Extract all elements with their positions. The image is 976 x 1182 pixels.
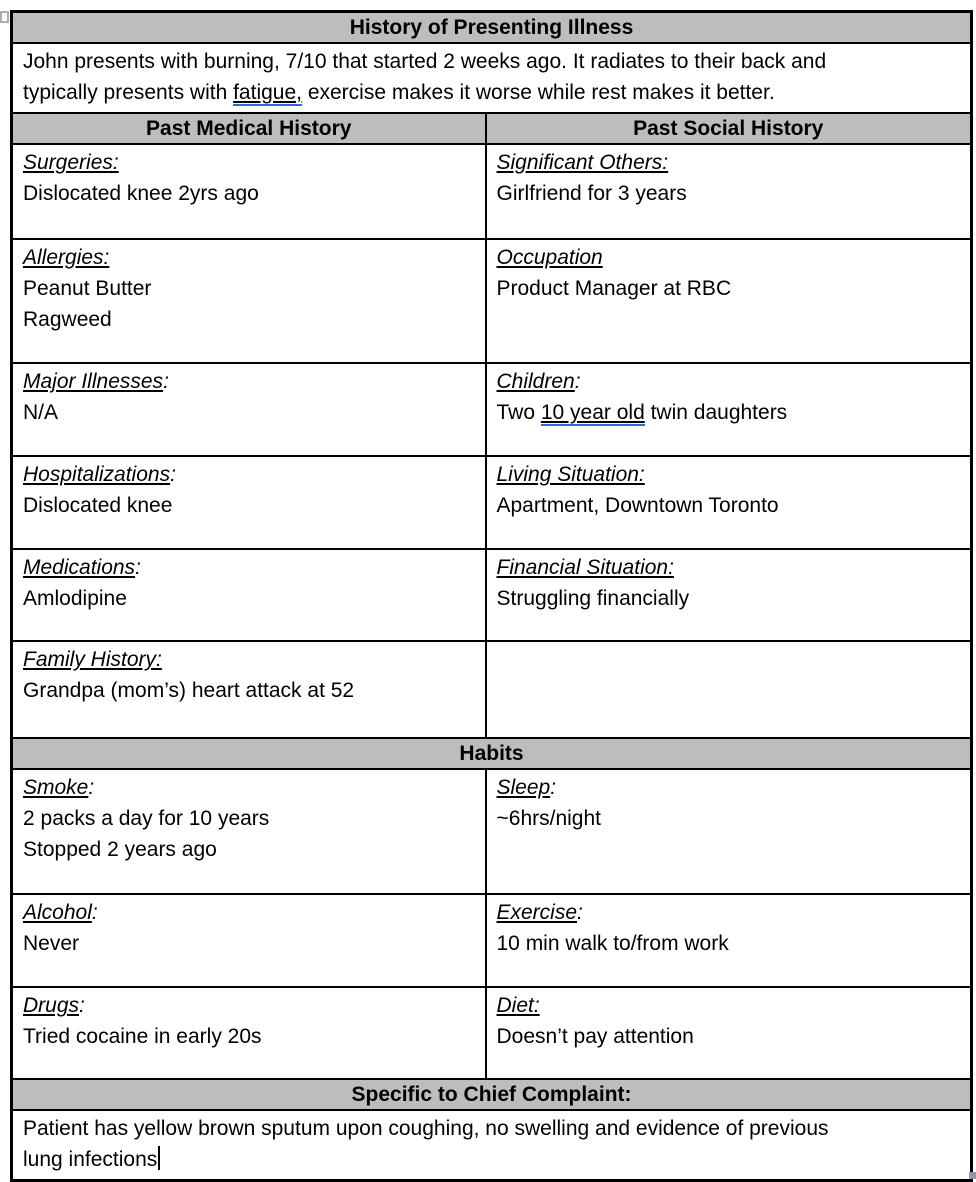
hpi-section-header[interactable]: History of Presenting Illness [10, 10, 973, 44]
hpi-text-line2: typically presents with fatigue, exercis… [23, 81, 775, 106]
table-row: Specific to Chief Complaint: [10, 1078, 973, 1111]
chief-complaint-line2: lung infections [23, 1144, 960, 1175]
right-field-cell[interactable]: Diet: Doesn’t pay attention [484, 986, 973, 1080]
field-label: Occupation [496, 246, 603, 269]
field-label: Smoke: [23, 776, 95, 799]
right-field-cell[interactable]: Exercise: 10 min walk to/from work [484, 893, 973, 988]
table-row: History of Presenting Illness [10, 10, 973, 44]
field-value: Grandpa (mom’s) heart attack at 52 [23, 679, 355, 702]
left-field-cell[interactable]: Medications: Amlodipine [10, 548, 487, 642]
table-row: Smoke: 2 packs a day for 10 years Stopped … [10, 768, 973, 895]
left-field-cell[interactable]: Major Illnesses: N/A [10, 362, 487, 457]
table-row: Alcohol: Never Exercise: 10 min walk to/fro… [10, 893, 973, 988]
hpi-text-cell[interactable]: John presents with burning, 7/10 that st… [10, 42, 973, 114]
table-row: John presents with burning, 7/10 that st… [10, 42, 973, 114]
medical-history-table: History of Presenting Illness John prese… [10, 10, 974, 1182]
field-value: N/A [23, 401, 59, 424]
table-row: Hospitalizations: Dislocated knee Living S… [10, 455, 973, 550]
left-field-cell[interactable]: Surgeries: Dislocated knee 2yrs ago [10, 143, 487, 240]
field-label: Medications: [23, 556, 141, 579]
past-medical-history-header[interactable]: Past Medical History [10, 112, 487, 145]
field-value: Dislocated knee [23, 494, 173, 517]
field-value: Tried cocaine in early 20s [23, 1025, 262, 1048]
field-value: Girlfriend for 3 years [496, 182, 687, 205]
right-field-cell[interactable]: Financial Situation: Struggling financial… [484, 548, 973, 642]
field-label: Hospitalizations: [23, 463, 176, 486]
table-row: Patient has yellow brown sputum upon cou… [10, 1109, 973, 1182]
field-value: Doesn’t pay attention [496, 1025, 694, 1048]
past-social-history-header[interactable]: Past Social History [484, 112, 973, 145]
field-label: Diet: [496, 994, 540, 1017]
field-label: Exercise: [496, 901, 583, 924]
right-field-cell[interactable]: Living Situation: Apartment, Downtown Tor… [484, 455, 973, 550]
chief-complaint-section-header[interactable]: Specific to Chief Complaint: [10, 1078, 973, 1111]
table-row: Surgeries: Dislocated knee 2yrs ago Signif… [10, 143, 973, 240]
field-label: Sleep: [496, 776, 557, 799]
grammar-flagged-text: 10 year old [540, 401, 645, 426]
text-cursor [158, 1146, 161, 1170]
field-label: Significant Others: [496, 151, 669, 174]
left-field-cell[interactable]: Family History: Grandpa (mom’s) heart att… [10, 640, 487, 739]
field-value: Apartment, Downtown Toronto [496, 494, 779, 517]
chief-complaint-line1: Patient has yellow brown sputum upon cou… [23, 1117, 829, 1140]
field-label: Major Illnesses: [23, 370, 169, 393]
left-field-cell[interactable]: Allergies: Peanut Butter Ragweed [10, 238, 487, 364]
table-row: Past Medical History Past Social History [10, 112, 973, 145]
field-label: Alcohol: [23, 901, 98, 924]
table-row: Family History: Grandpa (mom’s) heart att… [10, 640, 973, 739]
right-field-cell[interactable] [484, 640, 973, 739]
grammar-flagged-text: fatigue, [233, 81, 302, 106]
field-label: Drugs: [23, 994, 85, 1017]
window-corner-artifact [0, 11, 9, 23]
field-value: 10 min walk to/from work [496, 932, 729, 955]
right-field-cell[interactable]: Significant Others: Girlfriend for 3 year… [484, 143, 973, 240]
field-label: Family History: [23, 648, 162, 671]
field-value: Stopped 2 years ago [23, 838, 217, 861]
left-field-cell[interactable]: Alcohol: Never [10, 893, 487, 988]
right-field-cell[interactable]: Occupation Product Manager at RBC [484, 238, 973, 364]
field-label: Living Situation: [496, 463, 645, 486]
chief-complaint-text-cell[interactable]: Patient has yellow brown sputum upon cou… [10, 1109, 973, 1182]
right-field-cell[interactable]: Children: Two 10 year old twin daughters [484, 362, 973, 457]
field-value: Amlodipine [23, 587, 127, 610]
field-value: Product Manager at RBC [496, 277, 732, 300]
hpi-text-line1: John presents with burning, 7/10 that st… [23, 50, 827, 73]
right-field-cell[interactable]: Sleep: ~6hrs/night [484, 768, 973, 895]
field-label: Allergies: [23, 246, 110, 269]
table-row: Drugs: Tried cocaine in early 20s Diet: Doe… [10, 986, 973, 1080]
table-row: Medications: Amlodipine Financial Situatio… [10, 548, 973, 642]
table-row: Habits [10, 737, 973, 770]
field-value: Ragweed [23, 308, 112, 331]
field-value: Never [23, 932, 80, 955]
field-value: Dislocated knee 2yrs ago [23, 182, 259, 205]
table-row: Allergies: Peanut Butter Ragweed Occupation… [10, 238, 973, 364]
field-value: Two 10 year old twin daughters [496, 401, 788, 426]
field-value: Peanut Butter [23, 277, 152, 300]
habits-section-header[interactable]: Habits [10, 737, 973, 770]
table-resize-handle[interactable] [969, 1172, 976, 1179]
field-value: Struggling financially [496, 587, 690, 610]
field-value: 2 packs a day for 10 years [23, 807, 270, 830]
left-field-cell[interactable]: Smoke: 2 packs a day for 10 years Stopped … [10, 768, 487, 895]
field-label: Financial Situation: [496, 556, 674, 579]
table-row: Major Illnesses: N/A Children: Two 10 year … [10, 362, 973, 457]
field-label: Surgeries: [23, 151, 119, 174]
left-field-cell[interactable]: Hospitalizations: Dislocated knee [10, 455, 487, 550]
left-field-cell[interactable]: Drugs: Tried cocaine in early 20s [10, 986, 487, 1080]
field-value: ~6hrs/night [496, 807, 602, 830]
field-label: Children: [496, 370, 581, 393]
